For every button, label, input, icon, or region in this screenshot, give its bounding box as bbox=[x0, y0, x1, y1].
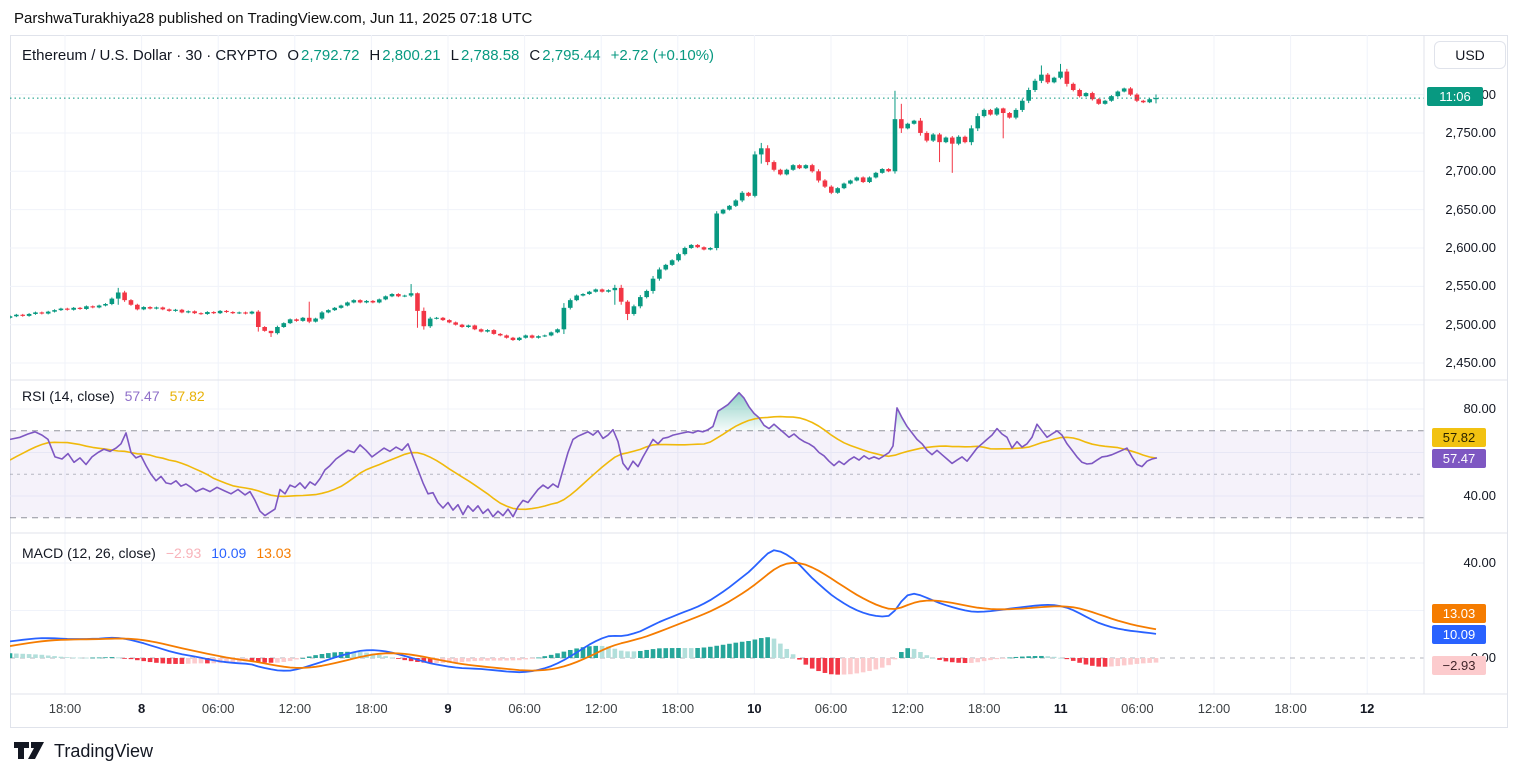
price-axis-label: 2,450.00 bbox=[1445, 355, 1496, 371]
price-axis-label: 2,500.00 bbox=[1445, 316, 1496, 332]
symbol-legend: Ethereum / U.S. Dollar · 30 · CRYPTO O 2… bbox=[22, 46, 714, 64]
time-axis-label: 12:00 bbox=[891, 701, 924, 716]
time-axis-label: 12:00 bbox=[584, 701, 618, 716]
macd-legend-title[interactable]: MACD (12, 26, close) bbox=[22, 545, 156, 561]
attribution-text: ParshwaTurakhiya28 published on TradingV… bbox=[14, 10, 533, 27]
rsi-ma-value: 57.82 bbox=[169, 388, 205, 404]
macd-line-badge: 10.09 bbox=[1432, 624, 1486, 644]
macd-signal-badge: 13.03 bbox=[1432, 604, 1486, 623]
time-axis-day-label: 10 bbox=[747, 701, 762, 716]
rsi-legend: RSI (14, close) 57.47 57.82 bbox=[22, 388, 205, 404]
time-axis-label: 12:00 bbox=[1197, 701, 1231, 716]
time-axis-label: 06:00 bbox=[814, 701, 848, 716]
time-axis-label: 06:00 bbox=[1121, 701, 1154, 716]
rsi-value-badge: 57.47 bbox=[1432, 448, 1486, 468]
rsi-axis-label: 80.00 bbox=[1463, 401, 1496, 416]
time-axis-label: 18:00 bbox=[355, 701, 388, 716]
time-axis-label: 06:00 bbox=[508, 701, 541, 716]
price-axis-label: 2,700.00 bbox=[1445, 163, 1496, 179]
chart-plot-area[interactable] bbox=[10, 35, 1508, 728]
macd-line-value: 10.09 bbox=[211, 545, 247, 561]
price-axis-label: 2,550.00 bbox=[1445, 278, 1496, 294]
time-axis-label: 12:00 bbox=[278, 701, 312, 716]
rsi-ma-badge: 57.82 bbox=[1432, 428, 1486, 447]
price-axis-label: 2,650.00 bbox=[1445, 201, 1496, 217]
time-axis-label: 18:00 bbox=[1274, 701, 1307, 716]
countdown-badge: 11:06 bbox=[1427, 87, 1483, 106]
time-axis-label: 06:00 bbox=[201, 701, 235, 716]
time-axis-day-label: 8 bbox=[137, 701, 146, 716]
time-axis-day-label: 12 bbox=[1359, 701, 1375, 716]
macd-axis-label: 40.00 bbox=[1463, 555, 1496, 570]
tradingview-logo-icon[interactable] bbox=[14, 740, 46, 762]
time-axis-day-label: 9 bbox=[444, 701, 452, 716]
time-axis-label: 18:00 bbox=[48, 701, 82, 716]
price-change: +2.72 (+0.10%) bbox=[610, 46, 715, 64]
chart-widget bbox=[10, 35, 1508, 728]
macd-legend: MACD (12, 26, close) −2.93 10.09 13.03 bbox=[22, 545, 291, 561]
symbol-title[interactable]: Ethereum / U.S. Dollar · 30 · CRYPTO bbox=[22, 46, 278, 64]
time-axis-label: 18:00 bbox=[661, 701, 695, 716]
ohlc-low: L 2,788.58 bbox=[450, 46, 520, 64]
tradingview-logo-text[interactable]: TradingView bbox=[54, 740, 154, 761]
macd-hist-badge: −2.93 bbox=[1432, 655, 1486, 675]
ohlc-open: O 2,792.72 bbox=[287, 46, 360, 64]
time-axis-day-label: 11 bbox=[1053, 701, 1068, 716]
price-axis-label: 2,750.00 bbox=[1445, 125, 1496, 140]
ohlc-high: H 2,800.21 bbox=[369, 46, 441, 64]
macd-signal-value: 13.03 bbox=[256, 545, 292, 561]
rsi-value: 57.47 bbox=[124, 388, 160, 404]
price-axis-label: 2,600.00 bbox=[1445, 240, 1496, 255]
footer: TradingView bbox=[14, 740, 153, 762]
ohlc-close: C 2,795.44 bbox=[529, 46, 601, 64]
macd-hist-value: −2.93 bbox=[165, 545, 202, 561]
currency-button[interactable]: USD bbox=[1434, 41, 1506, 69]
time-axis-label: 18:00 bbox=[967, 701, 1001, 716]
rsi-axis-label: 40.00 bbox=[1463, 488, 1496, 503]
rsi-legend-title[interactable]: RSI (14, close) bbox=[22, 388, 115, 404]
